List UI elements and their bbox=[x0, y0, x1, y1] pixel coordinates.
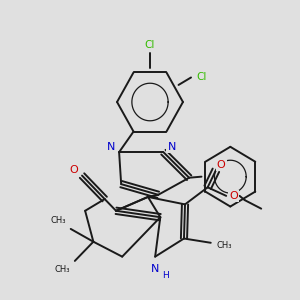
Text: N: N bbox=[167, 142, 176, 152]
Text: N: N bbox=[107, 142, 115, 152]
Text: O: O bbox=[217, 160, 225, 170]
Text: Cl: Cl bbox=[196, 73, 206, 82]
Text: H: H bbox=[162, 271, 169, 280]
Text: CH₃: CH₃ bbox=[55, 265, 70, 274]
Text: N: N bbox=[151, 264, 159, 274]
Text: CH₃: CH₃ bbox=[216, 242, 232, 250]
Text: O: O bbox=[229, 191, 238, 201]
Text: O: O bbox=[69, 165, 78, 175]
Text: CH₃: CH₃ bbox=[51, 216, 66, 225]
Text: Cl: Cl bbox=[145, 40, 155, 50]
